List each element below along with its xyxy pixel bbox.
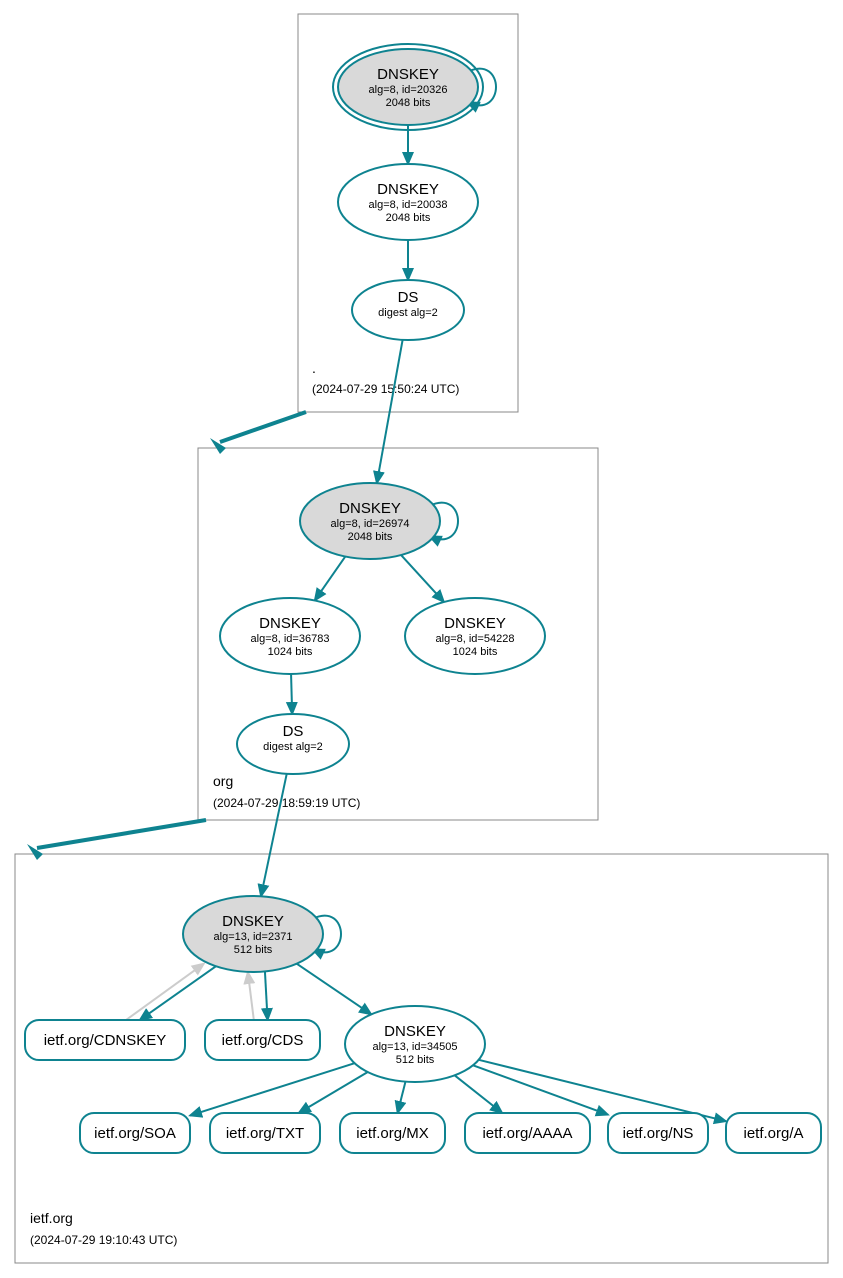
node-title-org_zsk2: DNSKEY: [444, 615, 506, 632]
node-ietf_ns: ietf.org/NS: [608, 1113, 708, 1153]
node-title-root_ksk: DNSKEY: [377, 66, 439, 83]
node-ietf_ksk: DNSKEYalg=13, id=2371512 bits: [183, 896, 323, 972]
node-ietf_a: ietf.org/A: [726, 1113, 821, 1153]
edge-ietf_ksk-ietf_cds: [265, 972, 268, 1020]
node-label-ietf_ns: ietf.org/NS: [623, 1125, 694, 1142]
edge-org_ksk-org_zsk2: [401, 555, 444, 602]
node-sub-org_ds-0: digest alg=2: [263, 741, 323, 753]
node-sub-ietf_zsk-1: 512 bits: [396, 1054, 435, 1066]
node-title-org_ksk: DNSKEY: [339, 500, 401, 517]
node-sub-root_ksk-0: alg=8, id=20326: [369, 84, 448, 96]
node-ietf_soa: ietf.org/SOA: [80, 1113, 190, 1153]
node-sub-org_ksk-1: 2048 bits: [348, 531, 393, 543]
node-org_ds: DSdigest alg=2: [237, 714, 349, 774]
edge-ietf_ksk-ietf_zsk: [297, 964, 372, 1015]
node-label-ietf_mx: ietf.org/MX: [356, 1125, 429, 1142]
edge-ietf_cdnskey-ietf_ksk: [126, 964, 204, 1020]
edge-ietf_zsk-ietf_ns: [473, 1065, 608, 1114]
node-label-ietf_cdnskey: ietf.org/CDNSKEY: [44, 1032, 167, 1049]
node-title-org_ds: DS: [283, 723, 304, 740]
edge-ietf_cds-ietf_ksk: [248, 972, 254, 1020]
zone-timestamp-root: (2024-07-29 15:50:24 UTC): [312, 382, 459, 396]
node-ietf_aaaa: ietf.org/AAAA: [465, 1113, 590, 1153]
node-root_zsk: DNSKEYalg=8, id=200382048 bits: [338, 164, 478, 240]
node-org_zsk2: DNSKEYalg=8, id=542281024 bits: [405, 598, 545, 674]
edge-ietf_ksk-ietf_cdnskey: [140, 965, 218, 1020]
zone-timestamp-org: (2024-07-29 18:59:19 UTC): [213, 796, 360, 810]
edge-ietf_zsk-ietf_soa: [190, 1063, 355, 1115]
node-sub-root_zsk-1: 2048 bits: [386, 212, 431, 224]
node-sub-ietf_ksk-1: 512 bits: [234, 944, 273, 956]
node-root_ds: DSdigest alg=2: [352, 280, 464, 340]
node-sub-org_zsk1-1: 1024 bits: [268, 646, 313, 658]
node-sub-ietf_zsk-0: alg=13, id=34505: [372, 1041, 457, 1053]
node-title-root_zsk: DNSKEY: [377, 181, 439, 198]
zone-label-ietf: ietf.org: [30, 1210, 73, 1226]
edge-org_ksk-org_zsk1: [315, 557, 346, 601]
edge-ietf_zsk-ietf_mx: [398, 1082, 406, 1113]
zone-label-org: org: [213, 773, 233, 789]
node-sub-org_zsk1-0: alg=8, id=36783: [251, 633, 330, 645]
node-sub-ietf_ksk-0: alg=13, id=2371: [214, 931, 293, 943]
node-ietf_mx: ietf.org/MX: [340, 1113, 445, 1153]
node-ietf_txt: ietf.org/TXT: [210, 1113, 320, 1153]
node-org_ksk: DNSKEYalg=8, id=269742048 bits: [300, 483, 440, 559]
node-ietf_cdnskey: ietf.org/CDNSKEY: [25, 1020, 185, 1060]
node-label-ietf_aaaa: ietf.org/AAAA: [482, 1125, 572, 1142]
node-sub-root_ds-0: digest alg=2: [378, 307, 438, 319]
node-label-ietf_a: ietf.org/A: [743, 1125, 803, 1142]
node-title-root_ds: DS: [398, 289, 419, 306]
node-sub-org_zsk2-1: 1024 bits: [453, 646, 498, 658]
node-title-ietf_ksk: DNSKEY: [222, 913, 284, 930]
node-label-ietf_cds: ietf.org/CDS: [222, 1032, 304, 1049]
node-sub-org_ksk-0: alg=8, id=26974: [331, 518, 410, 530]
node-label-ietf_soa: ietf.org/SOA: [94, 1125, 176, 1142]
node-title-org_zsk1: DNSKEY: [259, 615, 321, 632]
edge-org_zsk1-org_ds: [291, 674, 292, 714]
zone-arrow-line-root-org: [220, 412, 306, 442]
node-label-ietf_txt: ietf.org/TXT: [226, 1125, 304, 1142]
node-org_zsk1: DNSKEYalg=8, id=367831024 bits: [220, 598, 360, 674]
edge-org_ds-ietf_ksk: [261, 774, 287, 896]
zone-arrow-line-org-ietf: [37, 820, 206, 848]
node-sub-org_zsk2-0: alg=8, id=54228: [436, 633, 515, 645]
node-root_ksk: DNSKEYalg=8, id=203262048 bits: [333, 44, 483, 130]
zone-label-root: .: [312, 360, 316, 376]
node-sub-root_ksk-1: 2048 bits: [386, 97, 431, 109]
edge-ietf_zsk-ietf_aaaa: [455, 1075, 503, 1113]
zone-timestamp-ietf: (2024-07-29 19:10:43 UTC): [30, 1233, 177, 1247]
node-ietf_cds: ietf.org/CDS: [205, 1020, 320, 1060]
node-title-ietf_zsk: DNSKEY: [384, 1023, 446, 1040]
node-ietf_zsk: DNSKEYalg=13, id=34505512 bits: [345, 1006, 485, 1082]
node-sub-root_zsk-0: alg=8, id=20038: [369, 199, 448, 211]
dnssec-diagram: . (2024-07-29 15:50:24 UTC) org (2024-07-29…: [0, 0, 843, 1278]
